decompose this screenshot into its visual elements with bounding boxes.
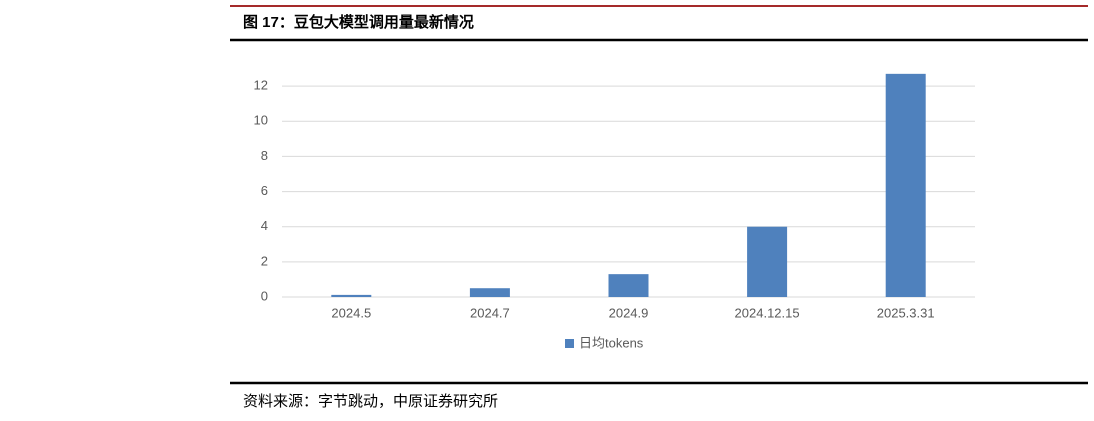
- legend-label: 日均tokens: [579, 335, 644, 350]
- x-tick-label: 2024.12.15: [735, 305, 800, 320]
- bar: [885, 73, 926, 297]
- x-tick-label: 2024.5: [331, 305, 371, 320]
- y-tick-label: 10: [254, 113, 268, 128]
- chart-title: 图 17：豆包大模型调用量最新情况: [243, 13, 474, 31]
- bar: [747, 226, 788, 297]
- bar: [331, 294, 372, 297]
- x-tick-label: 2025.3.31: [877, 305, 935, 320]
- source: 资料来源：字节跳动，中原证券研究所: [243, 392, 498, 410]
- y-tick-label: 8: [261, 148, 268, 163]
- x-tick-label: 2024.9: [609, 305, 649, 320]
- legend-swatch: [565, 339, 574, 348]
- y-tick-label: 6: [261, 183, 268, 198]
- bar: [469, 288, 510, 297]
- y-tick-label: 2: [261, 253, 268, 268]
- bar: [608, 274, 649, 297]
- y-tick-label: 12: [254, 78, 268, 93]
- y-tick-label: 4: [261, 218, 268, 233]
- y-tick-label: 0: [261, 288, 268, 303]
- x-tick-label: 2024.7: [470, 305, 510, 320]
